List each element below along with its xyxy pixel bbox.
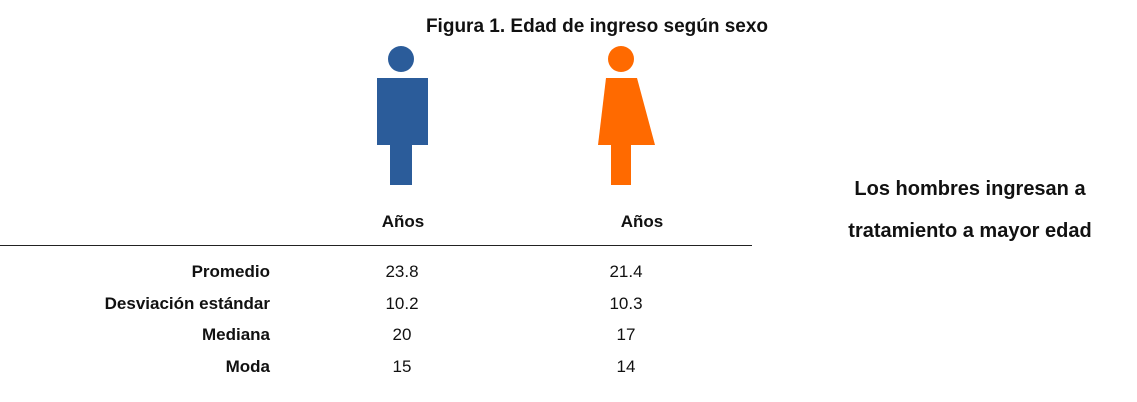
cell: 17 <box>616 325 636 344</box>
column-header: Años <box>620 212 664 231</box>
title: Figura 1. Edad de ingreso según sexo <box>425 16 769 37</box>
cell: 10.2 <box>385 293 419 313</box>
cell: 23.8 <box>385 262 419 281</box>
row-label: Promedio <box>191 262 270 281</box>
cell: 20 <box>392 325 412 344</box>
note: Los hombres ingresan a <box>854 178 1086 200</box>
note: tratamiento a mayor edad <box>848 220 1092 242</box>
male-icon <box>377 46 428 185</box>
header-rule <box>0 245 752 246</box>
row-label: Mediana <box>201 325 270 344</box>
row-label: Desviación estándar <box>104 293 270 313</box>
cell: 10.3 <box>609 293 643 313</box>
cell: 14 <box>616 356 636 376</box>
cell: 21.4 <box>609 262 643 281</box>
column-header: Años <box>381 212 425 231</box>
cell: 15 <box>392 356 412 376</box>
row-label: Moda <box>225 356 270 376</box>
female-icon <box>598 46 655 185</box>
